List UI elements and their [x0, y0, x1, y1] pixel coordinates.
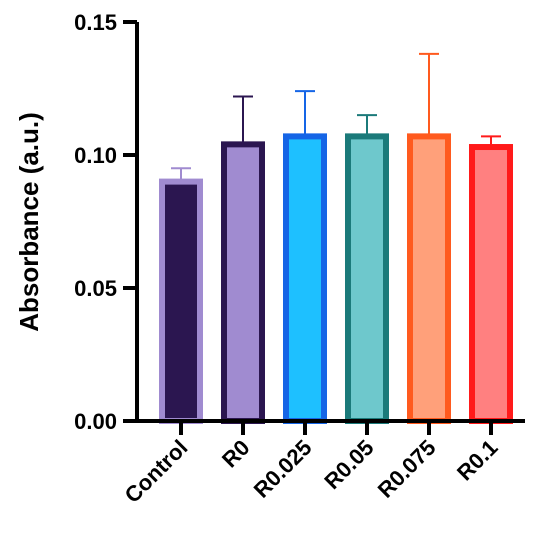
category-label: R0.05: [319, 435, 378, 494]
bar: [407, 133, 451, 424]
category-label: R0: [217, 435, 255, 473]
bar: [159, 178, 203, 424]
category-label: R0.075: [373, 435, 441, 503]
bars-layer: [159, 52, 513, 425]
y-tick-label: 0.00: [74, 409, 117, 434]
y-tick-label: 0.05: [74, 276, 117, 301]
category-label: R0.1: [452, 435, 503, 486]
category-label: R0.025: [249, 435, 317, 503]
y-tick-label: 0.10: [74, 143, 117, 168]
bar: [221, 141, 265, 425]
y-axis-title: Absorbance (a.u.): [14, 112, 44, 332]
category-label: Control: [120, 435, 193, 508]
bar: [345, 133, 389, 424]
y-tick-label: 0.15: [74, 10, 117, 35]
bar: [283, 133, 327, 424]
axes: [135, 22, 525, 423]
bar: [469, 144, 513, 425]
